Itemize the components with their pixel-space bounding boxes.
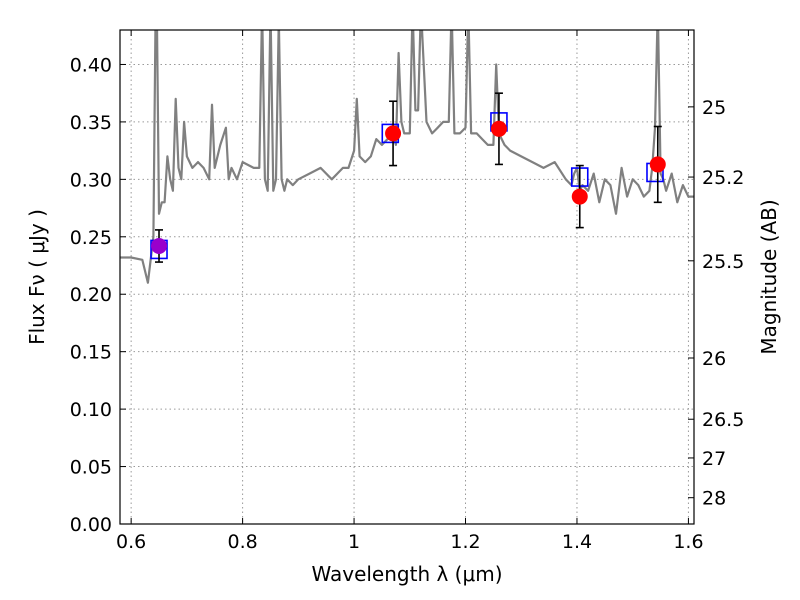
- x-axis-label: Wavelength λ (μm): [311, 562, 502, 586]
- y2-tick-label: 27: [702, 448, 726, 470]
- observed-point: [649, 156, 666, 173]
- x-tick-label: 1.6: [673, 531, 703, 553]
- y2-tick-label: 25.2: [702, 167, 744, 189]
- x-tick-label: 0.8: [227, 531, 257, 553]
- x-tick-label: 0.6: [116, 531, 146, 553]
- y-tick-label: 0.15: [70, 342, 112, 364]
- y2-tick-label: 28: [702, 488, 726, 510]
- model-spectrum-line: [120, 30, 694, 284]
- observed-point: [385, 125, 402, 142]
- labels-layer: 0.6 0.8 1 1.2 1.4 1.6 0.00 0.05 0.10 0.15 0.20 0.25…: [70, 54, 745, 553]
- ticks-layer: [120, 30, 694, 525]
- plot-frame: [119, 29, 695, 525]
- observed-point: [490, 120, 507, 137]
- y-tick-label: 0.30: [70, 169, 112, 191]
- data-layer: [120, 30, 694, 284]
- observed-point: [151, 237, 168, 254]
- x-tick-label: 1: [348, 531, 360, 553]
- y-tick-label: 0.05: [70, 457, 112, 479]
- y-tick-label: 0.10: [70, 399, 112, 421]
- y-tick-label: 0.25: [70, 227, 112, 249]
- y-tick-label: 0.20: [70, 284, 112, 306]
- y-axis-label: Flux Fν ( μJy ): [25, 209, 49, 345]
- y2-tick-label: 25.5: [702, 251, 744, 273]
- x-tick-label: 1.4: [562, 531, 592, 553]
- y2-tick-label: 25: [702, 97, 726, 119]
- y2-tick-label: 26: [702, 348, 726, 370]
- y2-tick-label: 26.5: [702, 409, 744, 431]
- observed-point: [571, 188, 588, 205]
- y-tick-label: 0.00: [70, 514, 112, 536]
- y-tick-label: 0.40: [70, 54, 112, 76]
- y-tick-label: 0.35: [70, 112, 112, 134]
- y2-axis-label: Magnitude (AB): [757, 199, 781, 354]
- x-tick-label: 1.2: [450, 531, 480, 553]
- grid-layer: [120, 30, 694, 525]
